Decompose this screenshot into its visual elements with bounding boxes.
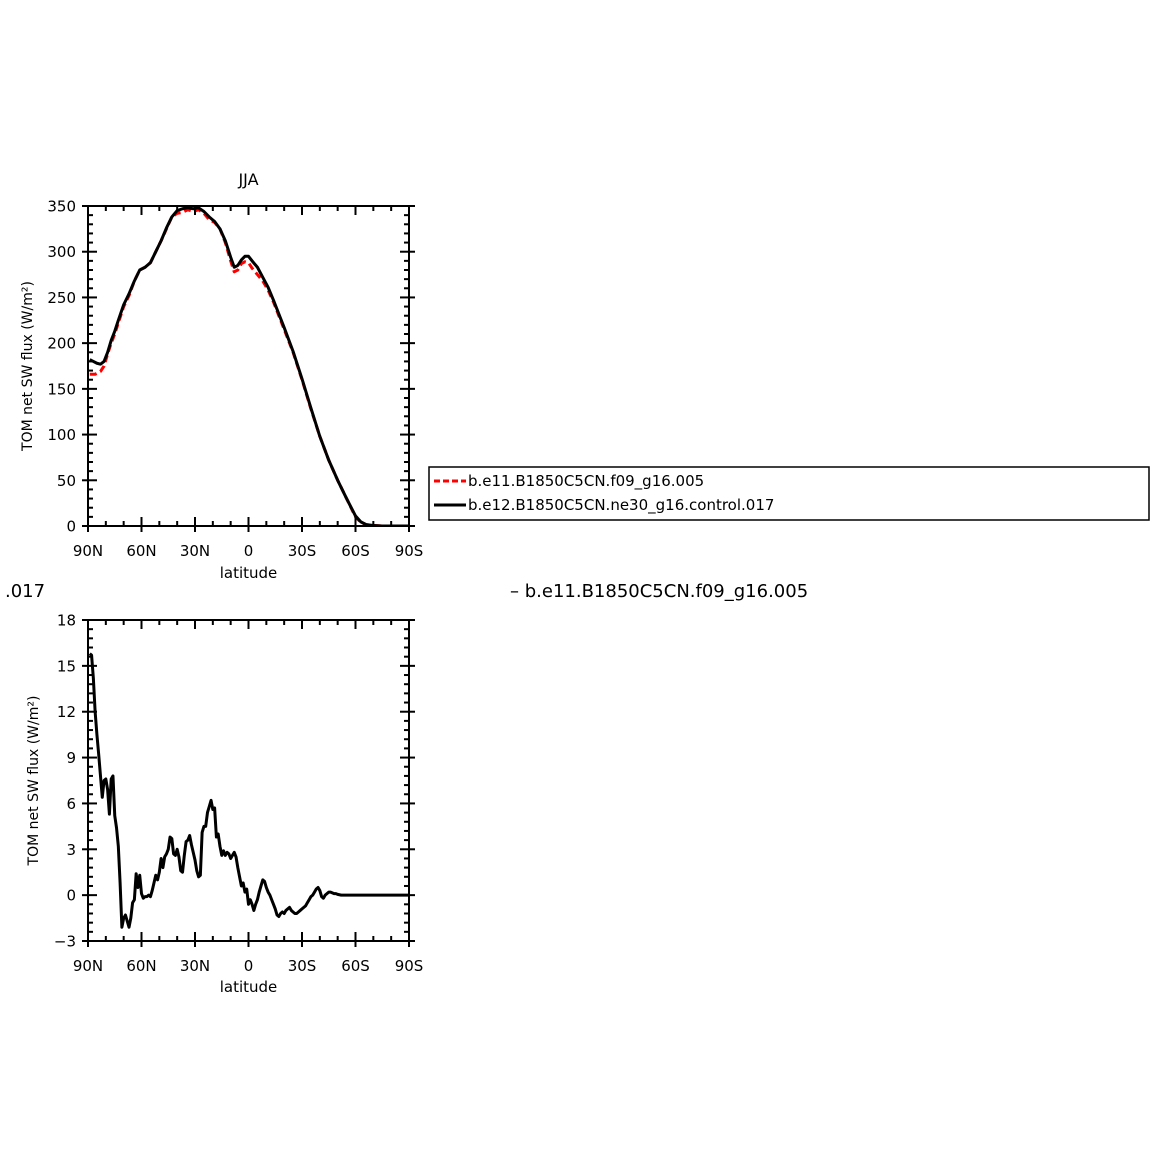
stray-label-left: .017 xyxy=(5,581,45,602)
y-tick-label: 350 xyxy=(47,198,76,216)
y-tick-label: 3 xyxy=(66,841,76,859)
y-tick-label: 150 xyxy=(47,380,76,398)
x-axis-label: latitude xyxy=(220,564,278,582)
chart-bottom: latitude TOM net SW flux (W/m²) 90N 60N 30… xyxy=(26,612,423,997)
x-tick-label: 90S xyxy=(395,957,424,975)
x-tick-label: 0 xyxy=(244,542,254,560)
x-tick-label: 60S xyxy=(341,957,370,975)
y-tick-label: 100 xyxy=(47,426,76,444)
x-tick-label: 60S xyxy=(341,542,370,560)
x-tick-label: 0 xyxy=(244,957,254,975)
y-axis-label: TOM net SW flux (W/m²) xyxy=(26,696,42,867)
chart-top: JJA latitude TOM net SW flux (W/m²) 90N 6… xyxy=(20,170,423,582)
series-line-2 xyxy=(89,206,409,526)
legend: b.e11.B1850C5CN.f09_g16.005 b.e12.B1850C… xyxy=(428,466,1150,521)
y-tick-label: 0 xyxy=(66,518,76,536)
x-tick-label: 90N xyxy=(73,542,103,560)
legend-box xyxy=(428,466,1150,521)
y-axis-label: TOM net SW flux (W/m²) xyxy=(20,281,36,452)
y-tick-label: 300 xyxy=(47,243,76,261)
y-tick-label: 12 xyxy=(57,703,76,721)
x-tick-label: 30N xyxy=(180,957,210,975)
chart-title: JJA xyxy=(237,170,258,189)
legend-label-series-2: b.e12.B1850C5CN.ne30_g16.control.017 xyxy=(468,496,774,515)
y-tick-label: −3 xyxy=(54,933,76,951)
y-tick-label: 250 xyxy=(47,289,76,307)
x-tick-label: 30N xyxy=(180,542,210,560)
x-tick-label: 30S xyxy=(288,957,317,975)
x-tick-label: 30S xyxy=(288,542,317,560)
x-axis-label: latitude xyxy=(220,978,278,996)
y-tick-label: 6 xyxy=(66,795,76,813)
y-tick-label: 0 xyxy=(66,887,76,905)
y-tick-label: 200 xyxy=(47,335,76,353)
x-tick-label: 60N xyxy=(126,957,156,975)
y-tick-label: 9 xyxy=(66,749,76,767)
x-tick-label: 90N xyxy=(73,957,103,975)
series-line-1 xyxy=(88,652,409,929)
y-tick-label: 15 xyxy=(57,657,76,675)
x-tick-label: 90S xyxy=(395,542,424,560)
legend-label-series-1: b.e11.B1850C5CN.f09_g16.005 xyxy=(468,472,704,491)
stray-label-right: – b.e11.B1850C5CN.f09_g16.005 xyxy=(510,581,808,602)
y-tick-label: 50 xyxy=(57,472,76,490)
y-tick-label: 18 xyxy=(57,612,76,630)
plot-frame xyxy=(87,205,410,527)
x-tick-label: 60N xyxy=(126,542,156,560)
